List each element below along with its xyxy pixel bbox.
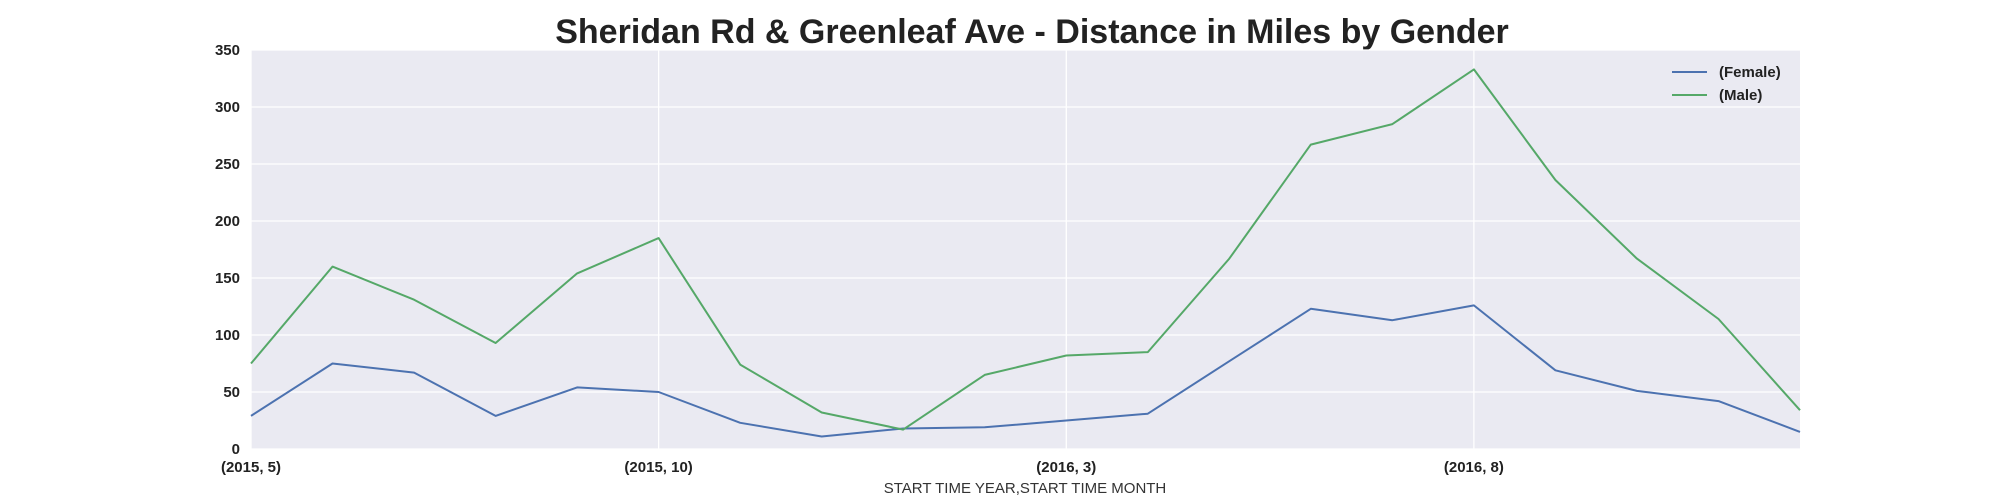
legend-label-female: (Female) <box>1719 64 1781 81</box>
series-line-female <box>250 304 1801 438</box>
y-tick-label: 200 <box>215 213 240 230</box>
chart-title: Sheridan Rd & Greenleaf Ave - Distance i… <box>555 13 1509 51</box>
x-tick-label: (2016, 3) <box>1036 459 1096 476</box>
x-axis-ticks: (2015, 5) (2015, 10) (2016, 3) (2016, 8) <box>221 459 1504 476</box>
plot-area <box>251 50 1800 449</box>
y-tick-label: 350 <box>215 42 240 59</box>
y-tick-label: 250 <box>215 156 240 173</box>
y-tick-label: 100 <box>215 327 240 344</box>
legend-label-male: (Male) <box>1719 87 1762 104</box>
y-axis-ticks: 0 50 100 150 200 250 300 350 <box>215 42 240 458</box>
gridlines <box>250 49 1800 450</box>
series-line-male <box>250 68 1801 431</box>
x-tick-label: (2015, 10) <box>624 459 692 476</box>
y-tick-label: 0 <box>232 441 240 458</box>
legend: (Female) (Male) <box>1672 64 1781 104</box>
y-tick-label: 50 <box>223 384 240 401</box>
y-tick-label: 150 <box>215 270 240 287</box>
x-axis-label: START TIME YEAR,START TIME MONTH <box>884 480 1167 497</box>
series-lines <box>250 68 1801 438</box>
x-tick-label: (2016, 8) <box>1444 459 1504 476</box>
y-tick-label: 300 <box>215 99 240 116</box>
x-tick-label: (2015, 5) <box>221 459 281 476</box>
